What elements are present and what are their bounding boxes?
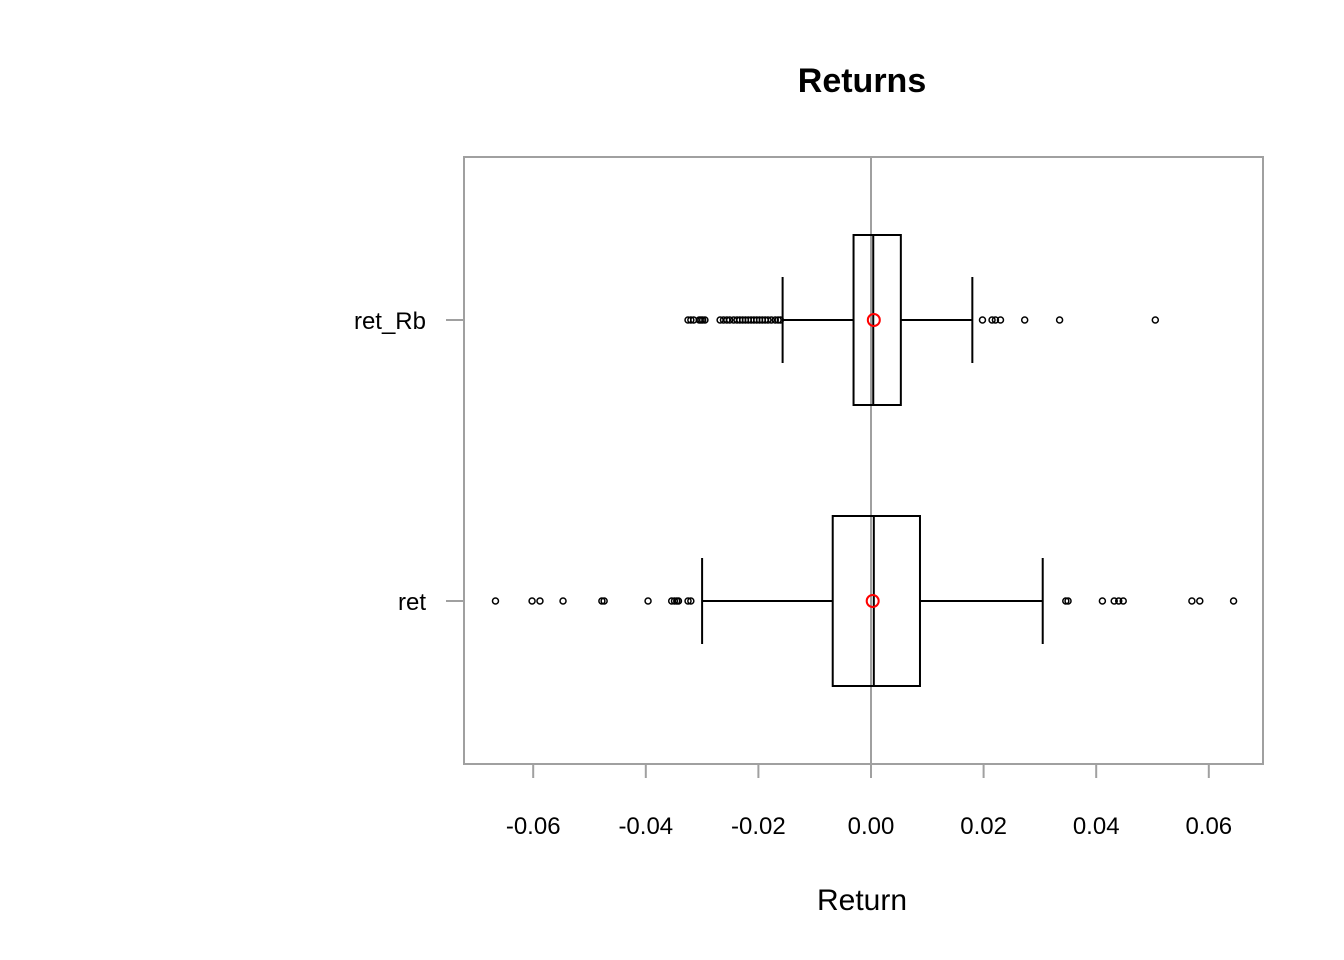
outlier-point <box>716 316 724 324</box>
chart-title: Returns <box>798 62 926 100</box>
box-ret_Rb <box>684 234 1160 406</box>
outlier-point <box>1196 597 1204 605</box>
outlier-point <box>491 597 500 605</box>
outlier-point <box>644 597 652 605</box>
iqr-box <box>831 515 921 687</box>
outlier-point <box>687 316 695 324</box>
outlier-point <box>991 316 1000 324</box>
outlier-point <box>698 316 707 324</box>
x-tick-label: -0.02 <box>731 813 786 840</box>
outlier-point <box>674 597 683 605</box>
outlier-point <box>1064 597 1072 605</box>
mean-marker <box>866 313 881 327</box>
outlier-point <box>988 316 996 324</box>
outlier-point <box>1119 597 1127 605</box>
x-tick-label: 0.00 <box>848 813 895 840</box>
outlier-point <box>600 597 608 605</box>
outlier-point <box>667 597 676 605</box>
x-tick-label: -0.06 <box>506 813 561 840</box>
y-tick-label-ret_Rb: ret_Rb <box>354 308 426 335</box>
x-tick-label: -0.04 <box>618 813 673 840</box>
x-tick-label: 0.06 <box>1185 813 1232 840</box>
outlier-point <box>1062 597 1070 605</box>
outlier-point <box>767 316 776 324</box>
x-tick-label: 0.02 <box>960 813 1007 840</box>
outlier-point <box>1188 597 1196 605</box>
outlier-point <box>771 316 780 324</box>
x-axis-label: Return <box>817 884 907 917</box>
plot-frame <box>463 156 1264 765</box>
outlier-point <box>701 316 709 324</box>
outlier-point <box>1114 597 1123 605</box>
outlier-point <box>774 316 782 324</box>
box-ret <box>491 515 1238 687</box>
outlier-point <box>1098 597 1107 605</box>
outlier-point <box>528 597 536 605</box>
outlier-point <box>1055 316 1064 324</box>
outlier-point <box>1020 316 1029 324</box>
outlier-point <box>670 597 679 605</box>
outlier-point <box>764 316 772 324</box>
mean-marker <box>865 594 880 608</box>
outlier-point <box>1229 597 1238 605</box>
boxes-layer <box>491 234 1238 687</box>
outlier-point <box>559 597 567 605</box>
outlier-point <box>776 316 785 324</box>
outlier-point <box>725 316 734 324</box>
y-axis: ret ret_Rb <box>354 308 464 616</box>
x-tick-label: 0.04 <box>1073 813 1120 840</box>
outlier-point <box>996 316 1005 324</box>
outlier-point <box>536 597 544 605</box>
outlier-point <box>1110 597 1118 605</box>
x-axis: -0.06 -0.04 -0.02 0.00 0.02 0.04 0.06 <box>506 764 1232 840</box>
outlier-point <box>1151 316 1160 324</box>
iqr-box <box>852 234 902 406</box>
outlier-point <box>598 597 606 605</box>
outlier-point <box>723 316 731 324</box>
y-tick-label-ret: ret <box>398 589 426 616</box>
outlier-point <box>684 597 692 605</box>
outlier-point <box>687 597 695 605</box>
outlier-point <box>978 316 987 324</box>
